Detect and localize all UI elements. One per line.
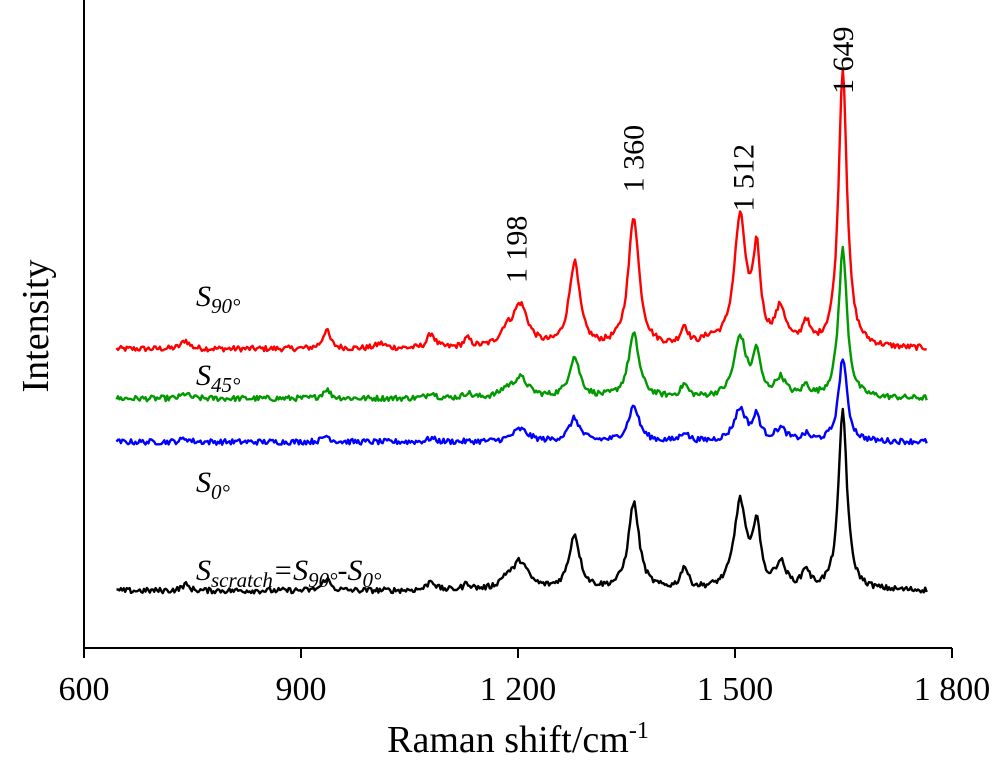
peak-label: 1 649 <box>827 27 860 95</box>
x-tick-label: 600 <box>59 671 110 708</box>
series-label-s45: S45° <box>196 359 241 397</box>
peak-label: 1 360 <box>618 125 651 193</box>
x-tick-label: 1 800 <box>914 671 991 708</box>
series-line-3 <box>116 407 928 595</box>
series-label-scratch: Sscratch=S90°-S0° <box>196 554 382 592</box>
series-label-s0: S0° <box>196 466 231 504</box>
x-ticks: 600 900 1 200 1 500 1 800 <box>59 648 991 708</box>
series-label-s90: S90° <box>196 280 241 318</box>
series-layer <box>115 67 928 595</box>
series-line-0 <box>115 67 927 353</box>
series-line-1 <box>115 245 928 403</box>
x-tick-label: 900 <box>276 671 327 708</box>
x-axis-label: Raman shift/cm-1 <box>387 718 649 761</box>
peak-label: 1 198 <box>501 216 534 284</box>
x-tick-label: 1 500 <box>697 671 774 708</box>
peak-labels: 1 198 1 360 1 512 1 649 <box>501 27 860 284</box>
series-line-2 <box>115 358 928 446</box>
y-axis-label: Intensity <box>15 260 57 393</box>
x-tick-label: 1 200 <box>480 671 557 708</box>
peak-label: 1 512 <box>728 144 761 212</box>
